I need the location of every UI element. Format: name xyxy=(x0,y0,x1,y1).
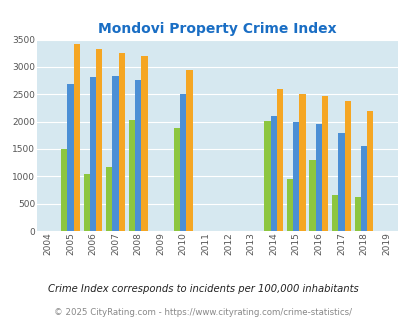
Bar xyxy=(315,124,321,231)
Bar xyxy=(90,77,96,231)
Bar xyxy=(270,116,276,231)
Text: Crime Index corresponds to incidents per 100,000 inhabitants: Crime Index corresponds to incidents per… xyxy=(47,284,358,294)
Bar xyxy=(337,133,344,231)
Bar xyxy=(135,80,141,231)
Bar xyxy=(118,53,125,231)
Bar xyxy=(173,128,180,231)
Bar xyxy=(96,49,102,231)
Bar xyxy=(186,70,192,231)
Title: Mondovi Property Crime Index: Mondovi Property Crime Index xyxy=(98,22,336,36)
Bar xyxy=(180,94,186,231)
Bar xyxy=(354,197,360,231)
Bar xyxy=(309,160,315,231)
Bar xyxy=(264,120,270,231)
Bar xyxy=(83,174,90,231)
Bar xyxy=(286,179,292,231)
Bar xyxy=(141,56,147,231)
Bar xyxy=(67,84,73,231)
Bar xyxy=(73,44,80,231)
Bar xyxy=(321,96,328,231)
Bar xyxy=(298,94,305,231)
Bar xyxy=(276,89,282,231)
Bar xyxy=(360,146,366,231)
Bar xyxy=(366,111,373,231)
Bar xyxy=(112,76,118,231)
Bar xyxy=(61,149,67,231)
Text: © 2025 CityRating.com - https://www.cityrating.com/crime-statistics/: © 2025 CityRating.com - https://www.city… xyxy=(54,308,351,317)
Bar xyxy=(128,120,135,231)
Bar xyxy=(344,101,350,231)
Bar xyxy=(292,122,298,231)
Bar xyxy=(331,195,337,231)
Bar xyxy=(106,167,112,231)
